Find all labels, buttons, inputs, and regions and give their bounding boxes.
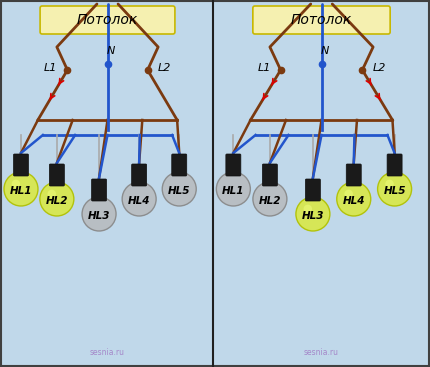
Text: Потолок: Потолок [291, 13, 352, 27]
Circle shape [385, 180, 394, 188]
FancyBboxPatch shape [49, 164, 64, 186]
Circle shape [378, 172, 412, 206]
Text: HL3: HL3 [302, 211, 324, 221]
Text: L2: L2 [157, 63, 171, 73]
Circle shape [253, 182, 287, 216]
Circle shape [304, 205, 312, 213]
Circle shape [122, 182, 156, 216]
Text: HL4: HL4 [343, 196, 365, 206]
Text: HL5: HL5 [384, 186, 406, 196]
Text: HL3: HL3 [88, 211, 111, 221]
Circle shape [40, 182, 74, 216]
Circle shape [216, 172, 250, 206]
Text: HL2: HL2 [259, 196, 281, 206]
Circle shape [47, 190, 56, 198]
FancyBboxPatch shape [346, 164, 361, 186]
Circle shape [296, 197, 330, 231]
FancyBboxPatch shape [13, 154, 28, 176]
Circle shape [344, 190, 353, 198]
Text: L2: L2 [372, 63, 386, 73]
FancyBboxPatch shape [40, 6, 175, 34]
Text: Потолок: Потолок [77, 13, 138, 27]
FancyBboxPatch shape [172, 154, 187, 176]
Text: HL4: HL4 [128, 196, 150, 206]
Text: L1: L1 [257, 63, 270, 73]
Circle shape [337, 182, 371, 216]
Text: sesnia.ru: sesnia.ru [304, 348, 339, 357]
Text: HL1: HL1 [10, 186, 32, 196]
FancyBboxPatch shape [132, 164, 147, 186]
FancyBboxPatch shape [387, 154, 402, 176]
Text: N: N [106, 46, 115, 56]
FancyBboxPatch shape [262, 164, 277, 186]
Text: sesnia.ru: sesnia.ru [90, 348, 125, 357]
Circle shape [12, 180, 20, 188]
FancyBboxPatch shape [305, 179, 320, 201]
Text: N: N [320, 46, 329, 56]
Text: L1: L1 [44, 63, 58, 73]
Text: HL1: HL1 [222, 186, 245, 196]
FancyBboxPatch shape [253, 6, 390, 34]
Circle shape [4, 172, 38, 206]
Text: HL2: HL2 [46, 196, 68, 206]
FancyBboxPatch shape [226, 154, 241, 176]
FancyBboxPatch shape [92, 179, 107, 201]
Text: HL5: HL5 [168, 186, 190, 196]
Circle shape [162, 172, 196, 206]
Circle shape [82, 197, 116, 231]
